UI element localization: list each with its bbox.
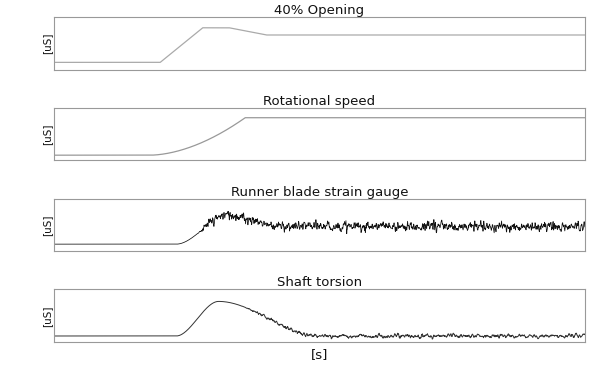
Title: Shaft torsion: Shaft torsion [277, 276, 362, 289]
Title: 40% Opening: 40% Opening [274, 4, 365, 17]
Y-axis label: [uS]: [uS] [43, 32, 53, 54]
X-axis label: [s]: [s] [311, 348, 328, 361]
Y-axis label: [uS]: [uS] [43, 214, 53, 236]
Title: Runner blade strain gauge: Runner blade strain gauge [231, 186, 408, 199]
Y-axis label: [uS]: [uS] [43, 123, 53, 145]
Title: Rotational speed: Rotational speed [263, 94, 376, 108]
Y-axis label: [uS]: [uS] [43, 305, 53, 327]
